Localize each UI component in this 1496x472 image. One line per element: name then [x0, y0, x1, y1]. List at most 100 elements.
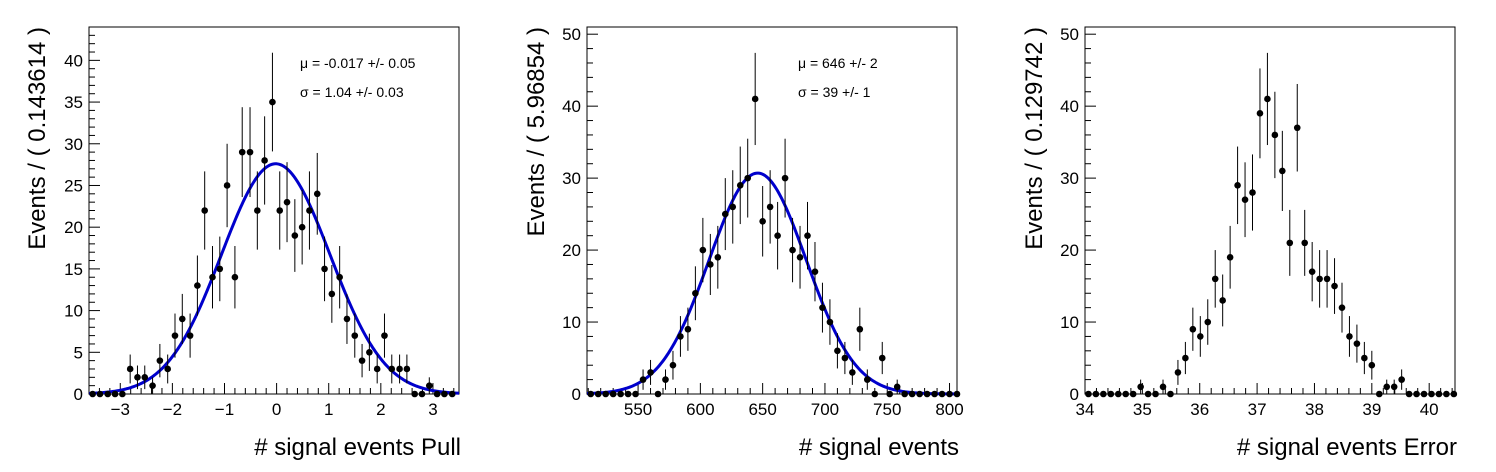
data-point: [841, 354, 849, 362]
data-point: [908, 390, 916, 398]
y-tick-label: 0: [1070, 385, 1079, 404]
data-point: [1361, 354, 1368, 362]
plot-frame: [88, 26, 460, 395]
y-tick-label: 35: [64, 93, 83, 112]
y-tick-label: 10: [64, 302, 83, 321]
data-point: [751, 95, 759, 103]
data-point: [1331, 282, 1338, 290]
x-tick-label: 650: [748, 400, 776, 419]
data-point: [796, 253, 804, 261]
data-point: [662, 376, 669, 383]
data-point: [1226, 253, 1234, 261]
data-point: [111, 390, 119, 398]
y-tick-label: 25: [64, 176, 83, 195]
plot-frame: [586, 26, 958, 395]
data-point: [1114, 390, 1122, 398]
data-point: [923, 390, 931, 398]
y-tick-label: 10: [1060, 313, 1079, 332]
y-tick-label: 30: [562, 169, 581, 188]
data-point: [1271, 131, 1279, 139]
data-point: [632, 390, 639, 398]
data-point: [396, 365, 403, 373]
fit-annotation: μ = 646 +/- 2: [798, 55, 878, 71]
data-point: [1375, 390, 1383, 398]
data-point: [418, 390, 426, 398]
data-point: [893, 383, 901, 391]
data-point: [1316, 275, 1323, 283]
data-point: [89, 390, 96, 398]
x-tick-label: −2: [163, 400, 182, 419]
data-point: [411, 390, 419, 398]
data-point: [1279, 167, 1286, 175]
data-point: [849, 369, 856, 376]
data-point: [1129, 390, 1137, 398]
plot-frame: [1084, 26, 1456, 395]
y-axis-title: Events / ( 0.129742 ): [1021, 27, 1048, 250]
y-tick-label: 40: [64, 51, 83, 70]
data-point: [587, 390, 595, 398]
data-point: [1144, 390, 1152, 398]
data-point: [231, 273, 239, 281]
y-tick-label: 30: [1060, 169, 1079, 188]
data-point: [209, 273, 216, 281]
data-point: [171, 332, 179, 339]
data-point: [878, 354, 886, 362]
x-tick-label: 1: [324, 400, 333, 419]
data-point: [238, 148, 246, 156]
data-point: [744, 174, 752, 182]
data-point: [1301, 239, 1309, 247]
data-point: [1390, 383, 1398, 391]
data-point: [692, 289, 699, 297]
data-point: [223, 182, 231, 189]
data-point: [677, 333, 684, 340]
data-point: [1204, 318, 1212, 326]
data-point: [1420, 390, 1428, 398]
x-tick-label: 750: [873, 400, 901, 419]
data-point: [298, 223, 306, 231]
x-tick-label: 800: [935, 400, 963, 419]
data-point: [336, 273, 343, 281]
data-point: [328, 290, 336, 298]
fit-annotation: μ = -0.017 +/- 0.05: [300, 55, 416, 71]
y-tick-label: 40: [562, 97, 581, 116]
data-point: [254, 207, 261, 214]
data-point: [811, 268, 819, 275]
x-tick-label: 37: [1248, 400, 1267, 419]
data-point: [624, 390, 632, 398]
data-point: [313, 190, 321, 198]
data-point: [931, 390, 938, 398]
data-point: [1100, 390, 1107, 398]
data-point: [1122, 390, 1130, 398]
x-tick-label: 0: [272, 400, 281, 419]
data-point: [425, 382, 433, 389]
data-point: [1167, 390, 1174, 398]
data-point: [819, 304, 826, 311]
x-tick-label: 2: [376, 400, 385, 419]
data-point: [1346, 333, 1353, 340]
y-axis-title: Events / ( 5.96854 ): [523, 27, 550, 236]
data-point: [647, 369, 654, 376]
data-point: [1085, 390, 1092, 398]
data-point: [654, 390, 662, 398]
data-point: [201, 207, 208, 214]
fit-annotation: σ = 39 +/- 1: [798, 84, 871, 100]
y-tick-label: 5: [74, 343, 83, 362]
data-point: [134, 374, 141, 381]
data-point: [946, 390, 953, 398]
data-point: [1338, 304, 1346, 311]
data-point: [306, 207, 313, 214]
data-point: [1398, 376, 1405, 383]
data-point: [759, 217, 766, 225]
data-point: [594, 390, 602, 398]
data-point: [96, 390, 104, 398]
data-point: [141, 374, 149, 381]
data-point: [617, 390, 624, 398]
x-tick-label: 36: [1190, 400, 1209, 419]
data-point: [916, 390, 923, 398]
x-tick-label: 700: [811, 400, 839, 419]
data-point: [1443, 390, 1450, 398]
data-point: [119, 390, 126, 398]
data-point: [1174, 369, 1182, 376]
